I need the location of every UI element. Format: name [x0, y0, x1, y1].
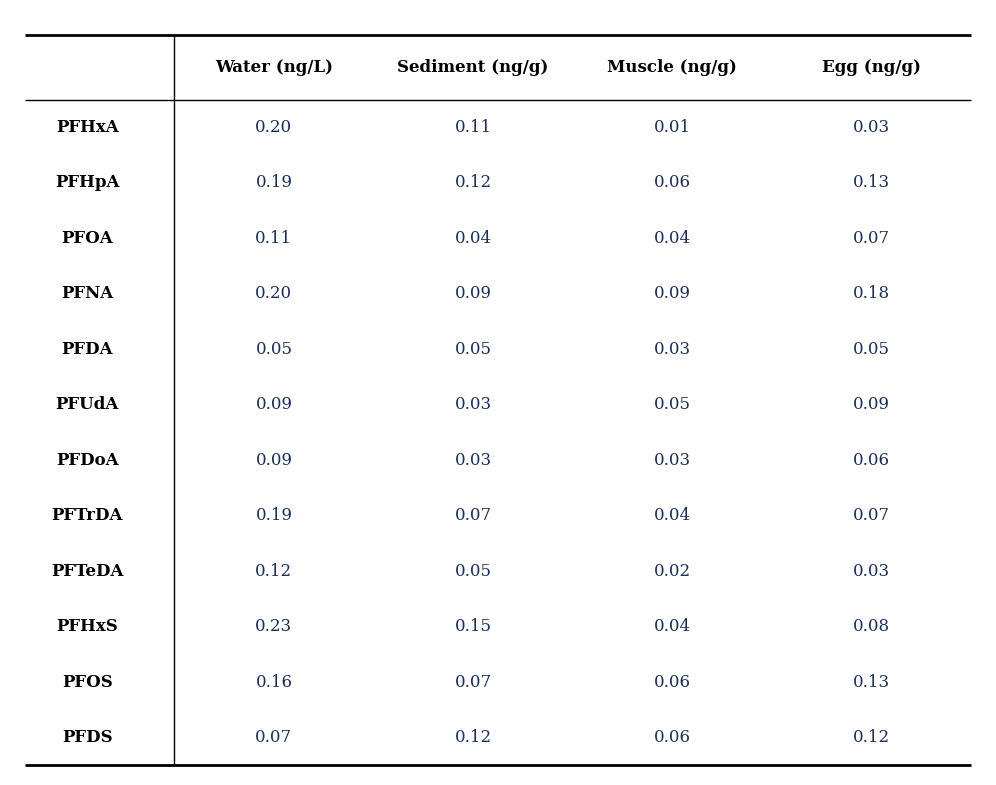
Text: 0.20: 0.20 — [255, 286, 293, 302]
Text: 0.19: 0.19 — [255, 507, 293, 524]
Text: 0.04: 0.04 — [653, 507, 691, 524]
Text: 0.06: 0.06 — [853, 452, 890, 469]
Text: 0.04: 0.04 — [653, 619, 691, 635]
Text: 0.15: 0.15 — [454, 619, 492, 635]
Text: 0.23: 0.23 — [255, 619, 293, 635]
Text: 0.03: 0.03 — [853, 563, 890, 579]
Text: 0.08: 0.08 — [853, 619, 890, 635]
Text: 0.04: 0.04 — [454, 230, 492, 246]
Text: 0.03: 0.03 — [853, 119, 890, 136]
Text: 0.07: 0.07 — [853, 507, 890, 524]
Text: 0.07: 0.07 — [454, 674, 492, 691]
Text: 0.05: 0.05 — [853, 341, 890, 358]
Text: 0.03: 0.03 — [454, 396, 492, 413]
Text: PFOA: PFOA — [62, 230, 113, 246]
Text: PFHxA: PFHxA — [56, 119, 119, 136]
Text: 0.12: 0.12 — [454, 729, 492, 746]
Text: PFUdA: PFUdA — [56, 396, 119, 413]
Text: 0.09: 0.09 — [255, 452, 293, 469]
Text: 0.07: 0.07 — [853, 230, 890, 246]
Text: 0.09: 0.09 — [454, 286, 492, 302]
Text: 0.03: 0.03 — [653, 341, 691, 358]
Text: PFHxS: PFHxS — [57, 619, 118, 635]
Text: PFOS: PFOS — [62, 674, 113, 691]
Text: PFHpA: PFHpA — [55, 174, 120, 192]
Text: 0.07: 0.07 — [255, 729, 293, 746]
Text: 0.06: 0.06 — [653, 729, 691, 746]
Text: 0.11: 0.11 — [255, 230, 293, 246]
Text: 0.05: 0.05 — [454, 563, 492, 579]
Text: 0.16: 0.16 — [255, 674, 293, 691]
Text: 0.09: 0.09 — [653, 286, 691, 302]
Text: 0.05: 0.05 — [653, 396, 691, 413]
Text: PFTrDA: PFTrDA — [52, 507, 123, 524]
Text: 0.09: 0.09 — [853, 396, 890, 413]
Text: Sediment (ng/g): Sediment (ng/g) — [397, 59, 549, 76]
Text: PFNA: PFNA — [61, 286, 114, 302]
Text: 0.02: 0.02 — [653, 563, 691, 579]
Text: 0.13: 0.13 — [853, 174, 890, 192]
Text: 0.03: 0.03 — [454, 452, 492, 469]
Text: Water (ng/L): Water (ng/L) — [215, 59, 333, 76]
Text: 0.18: 0.18 — [853, 286, 890, 302]
Text: PFDS: PFDS — [62, 729, 113, 746]
Text: Muscle (ng/g): Muscle (ng/g) — [608, 59, 737, 76]
Text: 0.01: 0.01 — [653, 119, 691, 136]
Text: PFTeDA: PFTeDA — [51, 563, 124, 579]
Text: 0.11: 0.11 — [454, 119, 492, 136]
Text: 0.06: 0.06 — [653, 674, 691, 691]
Text: 0.12: 0.12 — [853, 729, 890, 746]
Text: PFDoA: PFDoA — [56, 452, 119, 469]
Text: 0.09: 0.09 — [255, 396, 293, 413]
Text: 0.13: 0.13 — [853, 674, 890, 691]
Text: 0.05: 0.05 — [255, 341, 293, 358]
Text: 0.06: 0.06 — [653, 174, 691, 192]
Text: 0.07: 0.07 — [454, 507, 492, 524]
Text: PFDA: PFDA — [62, 341, 113, 358]
Text: 0.19: 0.19 — [255, 174, 293, 192]
Text: 0.12: 0.12 — [454, 174, 492, 192]
Text: 0.12: 0.12 — [255, 563, 293, 579]
Text: 0.20: 0.20 — [255, 119, 293, 136]
Text: Egg (ng/g): Egg (ng/g) — [822, 59, 921, 76]
Text: 0.03: 0.03 — [653, 452, 691, 469]
Text: 0.05: 0.05 — [454, 341, 492, 358]
Text: 0.04: 0.04 — [653, 230, 691, 246]
